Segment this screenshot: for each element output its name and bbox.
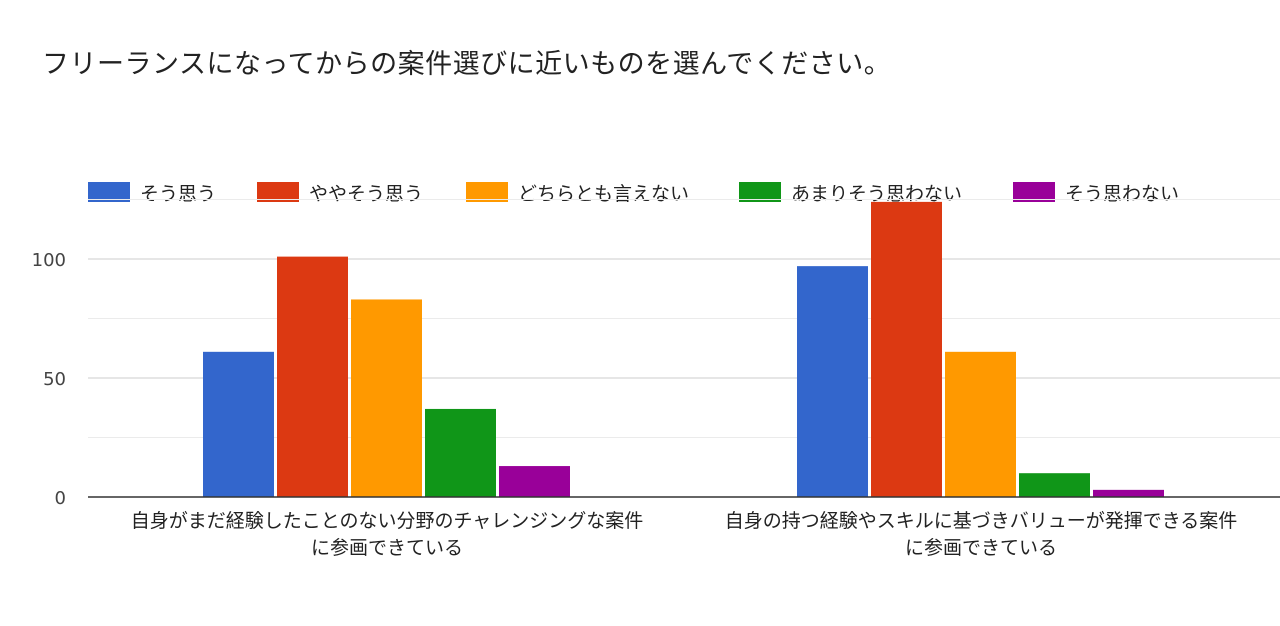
legend-swatch bbox=[88, 182, 130, 202]
y-tick-label: 0 bbox=[55, 488, 66, 509]
bar-series-2-category-2[interactable] bbox=[871, 201, 942, 497]
category-label-1: 自身がまだ経験したことのない分野のチャレンジングな案件 に参画できている bbox=[87, 508, 687, 562]
bar-series-5-category-1[interactable] bbox=[499, 466, 570, 497]
category-label-line-1: 自身の持つ経験やスキルに基づきバリューが発揮できる案件 bbox=[724, 510, 1238, 532]
category-label-2: 自身の持つ経験やスキルに基づきバリューが発揮できる案件 に参画できている bbox=[681, 508, 1280, 562]
category-label-line-1: 自身がまだ経験したことのない分野のチャレンジングな案件 bbox=[130, 510, 644, 532]
bar-series-4-category-1[interactable] bbox=[425, 408, 496, 497]
y-tick-label: 100 bbox=[32, 250, 66, 271]
legend-swatch bbox=[466, 182, 508, 202]
bar-series-1-category-1[interactable] bbox=[203, 351, 274, 497]
bar-series-1-category-2[interactable] bbox=[797, 266, 868, 497]
category-label-line-2: に参画できている bbox=[904, 537, 1057, 559]
bar-series-3-category-1[interactable] bbox=[351, 299, 422, 497]
bar-series-4-category-2[interactable] bbox=[1019, 473, 1090, 497]
category-label-line-2: に参画できている bbox=[310, 537, 463, 559]
legend-swatch bbox=[739, 182, 781, 202]
chart-title: フリーランスになってからの案件選びに近いものを選んでください。 bbox=[42, 49, 892, 80]
bar-series-3-category-2[interactable] bbox=[945, 351, 1016, 497]
y-tick-label: 50 bbox=[43, 369, 66, 390]
legend-swatch bbox=[257, 182, 299, 202]
legend-swatch bbox=[1013, 182, 1055, 202]
bar-series-2-category-1[interactable] bbox=[277, 256, 348, 497]
bar-series-5-category-2[interactable] bbox=[1093, 489, 1164, 497]
